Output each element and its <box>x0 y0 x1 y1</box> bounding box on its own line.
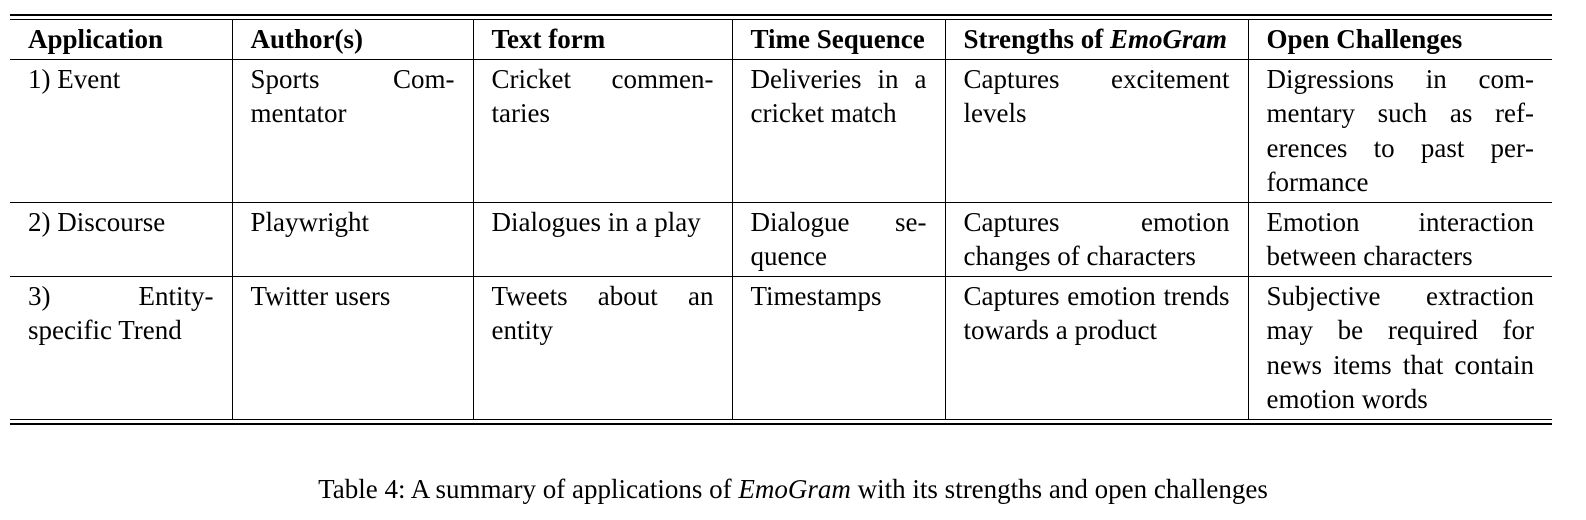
header-cell: Open Challenges <box>1247 20 1552 60</box>
summary-table: Application Author(s) Text form Time Se­… <box>10 20 1552 419</box>
table-cell: Deliveries in a cricket match <box>731 59 945 203</box>
table-cell: Tweets about an entity <box>472 276 732 419</box>
table-cell: 3) Entity-specific Trend <box>28 280 214 346</box>
table-cell: Dialogue se­quence <box>731 202 945 277</box>
bottom-rule-inner <box>10 418 1552 421</box>
table-cell: Playwright <box>231 202 473 277</box>
header-cell: Strengths of EmoGram <box>944 20 1248 60</box>
table-cell: Cricket commen­taries <box>472 59 732 203</box>
caption-emphasis: EmoGram <box>738 474 851 504</box>
table-cell: Captures emotion trends towards a produc… <box>944 276 1248 419</box>
bottom-rule-outer <box>10 423 1552 425</box>
caption-prefix: Table 4: A summary of applications of <box>318 474 739 504</box>
table-row: 2) Discourse Playwright Dialogues in a p… <box>10 202 1552 277</box>
header-cell: Time Se­quence <box>731 20 945 60</box>
summary-table-container: Application Author(s) Text form Time Se­… <box>10 14 1552 425</box>
table-cell: 2) Discourse <box>28 206 166 237</box>
table-cell: Emotion interaction between characters <box>1247 202 1552 277</box>
table-cell: Subjective extraction may be required fo… <box>1247 276 1552 419</box>
header-cell: Text form <box>472 20 732 60</box>
table-cell: 1) Event <box>28 63 121 94</box>
header-cell: Application <box>28 24 164 55</box>
table-row: 1) Event Sports Com­mentator Cricket com… <box>10 59 1552 203</box>
table-cell: Sports Com­mentator <box>231 59 473 203</box>
table-cell: Digressions in com­mentary such as ref­e… <box>1247 59 1552 203</box>
table-cell: Twitter users <box>231 276 473 419</box>
caption-suffix: with its strengths and open challenges <box>850 474 1268 504</box>
table-caption: Table 4: A summary of applications of Em… <box>0 472 1586 506</box>
header-cell: Author(s) <box>231 20 473 60</box>
table-cell: Captures emotion changes of characters <box>944 202 1248 277</box>
table-cell: Dialogues in a play <box>472 202 732 277</box>
header-row: Application Author(s) Text form Time Se­… <box>10 20 1552 60</box>
top-rule-inner <box>10 18 1552 21</box>
table-cell: Timestamps <box>731 276 945 419</box>
table-cell: Captures excitement levels <box>944 59 1248 203</box>
top-rule-outer <box>10 14 1552 16</box>
table-row: 3) Entity-specific Trend Twitter users T… <box>10 276 1552 419</box>
